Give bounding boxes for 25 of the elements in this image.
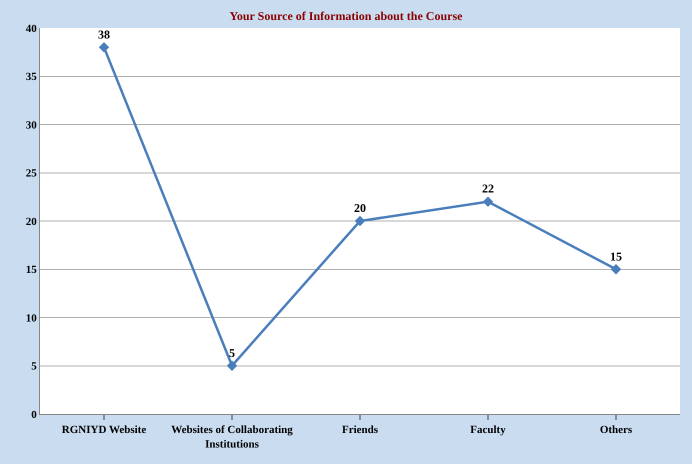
data-label: 20 — [354, 201, 366, 215]
y-tick-label: 0 — [31, 408, 38, 421]
y-tick-label: 5 — [31, 360, 38, 373]
y-tick-label: 40 — [26, 22, 38, 35]
y-tick-label: 15 — [26, 264, 38, 276]
x-tick-label: Others — [600, 424, 633, 436]
point — [354, 216, 366, 226]
y-tick-label: 30 — [26, 119, 38, 132]
point — [610, 264, 622, 274]
chart-title: Your Source of Information about the Course — [230, 9, 464, 23]
x-tick-label: Friends — [342, 424, 379, 436]
x-tick-label: RGNIYD Website — [62, 424, 146, 436]
point — [482, 196, 494, 207]
point — [98, 42, 110, 52]
y-tick-label: 35 — [26, 71, 38, 84]
y-tick-label: 10 — [26, 312, 38, 324]
data-label: 5 — [229, 346, 235, 360]
data-label: 22 — [482, 182, 494, 196]
data-label: 38 — [98, 27, 110, 42]
point — [226, 360, 238, 371]
data-label: 15 — [610, 249, 622, 264]
y-tick-label: 25 — [26, 168, 38, 180]
x-tick-label: Websites of Collaborating Institutions — [171, 424, 294, 450]
y-tick-label: 20 — [26, 216, 38, 228]
x-tick-label: Faculty — [470, 424, 506, 436]
